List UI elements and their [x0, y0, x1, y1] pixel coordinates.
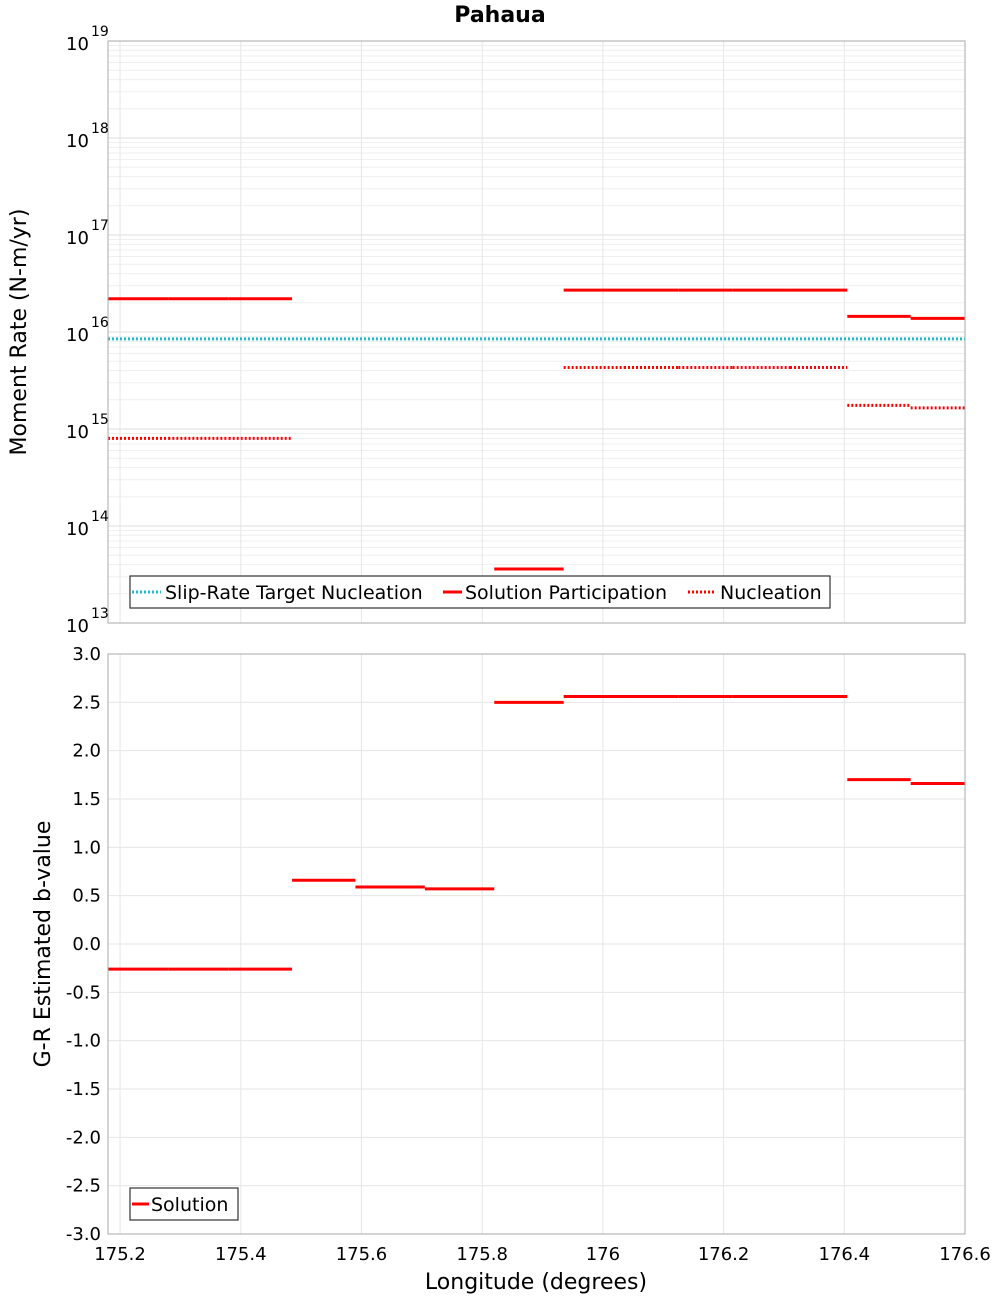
- legend-label-nucleation: Nucleation: [720, 582, 822, 604]
- b-value-gridlines: [108, 653, 966, 1235]
- b-value-y-tick-label: -3.0: [66, 1224, 101, 1245]
- y-tick-base: 10: [66, 519, 89, 540]
- y-tick-exponent: 16: [91, 315, 109, 331]
- b-value-y-axis-label: G-R Estimated b-value: [31, 821, 56, 1068]
- y-tick-base: 10: [66, 616, 89, 637]
- x-tick-label: 175.8: [456, 1244, 508, 1265]
- b-value-y-tick-label: 0.5: [72, 886, 101, 907]
- x-tick-label: 176.4: [819, 1244, 871, 1265]
- y-tick-exponent: 14: [91, 509, 109, 525]
- b-value-y-tick-label: 2.0: [72, 741, 101, 762]
- y-tick-exponent: 19: [91, 24, 109, 40]
- x-tick-labels: 175.2 175.4 175.6 175.8 176 176.2 176.4 176.6: [94, 1244, 990, 1265]
- moment-rate-gridlines: [108, 41, 966, 624]
- x-axis-label: Longitude (degrees): [425, 1270, 647, 1295]
- b-value-y-tick-labels: 3.0 2.5 2.0 1.5 1.0 0.5 0.0 -0.5 -1.0 -1.5 -2.0 -2.…: [66, 644, 101, 1245]
- b-value-y-tick-label: -0.5: [66, 982, 101, 1003]
- y-tick-base: 10: [66, 131, 89, 152]
- b-value-legend: Solution: [129, 1187, 239, 1221]
- legend-label-slip-rate-target: Slip-Rate Target Nucleation: [165, 582, 423, 604]
- moment-rate-series: [108, 288, 965, 571]
- b-value-y-tick-label: 1.5: [72, 789, 101, 810]
- y-tick-base: 10: [66, 34, 89, 55]
- legend-label-solution: Solution: [151, 1194, 228, 1216]
- b-value-y-tick-label: -1.0: [66, 1031, 101, 1052]
- moment-rate-y-axis-label: Moment Rate (N-m/yr): [7, 209, 32, 456]
- y-tick-base: 10: [66, 325, 89, 346]
- b-value-y-tick-label: -2.0: [66, 1127, 101, 1148]
- b-value-y-tick-label: -2.5: [66, 1176, 101, 1197]
- b-value-y-tick-label: 1.0: [72, 837, 101, 858]
- moment-rate-legend: Slip-Rate Target Nucleation Solution Par…: [129, 575, 831, 609]
- x-tick-label: 175.2: [94, 1244, 146, 1265]
- b-value-series: [108, 695, 965, 971]
- y-tick-base: 10: [66, 422, 89, 443]
- x-tick-label: 176: [586, 1244, 620, 1265]
- b-value-panel: 3.0 2.5 2.0 1.5 1.0 0.5 0.0 -0.5 -1.0 -1.5 -2.0 -2.…: [31, 644, 991, 1295]
- moment-rate-plot-frame: [107, 40, 966, 624]
- legend-label-solution-participation: Solution Participation: [465, 582, 667, 604]
- x-tick-label: 176.2: [698, 1244, 750, 1265]
- b-value-y-tick-label: 3.0: [72, 644, 101, 665]
- x-tick-label: 176.6: [939, 1244, 991, 1265]
- b-value-y-tick-label: -1.5: [66, 1079, 101, 1100]
- chart-title: Pahaua: [454, 3, 545, 28]
- x-tick-label: 175.6: [336, 1244, 388, 1265]
- b-value-plot-frame: [107, 653, 966, 1235]
- b-value-y-tick-label: 2.5: [72, 692, 101, 713]
- b-value-y-tick-label: 0.0: [72, 934, 101, 955]
- y-tick-base: 10: [66, 228, 89, 249]
- y-tick-exponent: 13: [91, 606, 109, 622]
- x-tick-label: 175.4: [215, 1244, 267, 1265]
- y-tick-exponent: 17: [91, 218, 109, 234]
- y-tick-exponent: 15: [91, 412, 109, 428]
- y-tick-exponent: 18: [91, 121, 109, 137]
